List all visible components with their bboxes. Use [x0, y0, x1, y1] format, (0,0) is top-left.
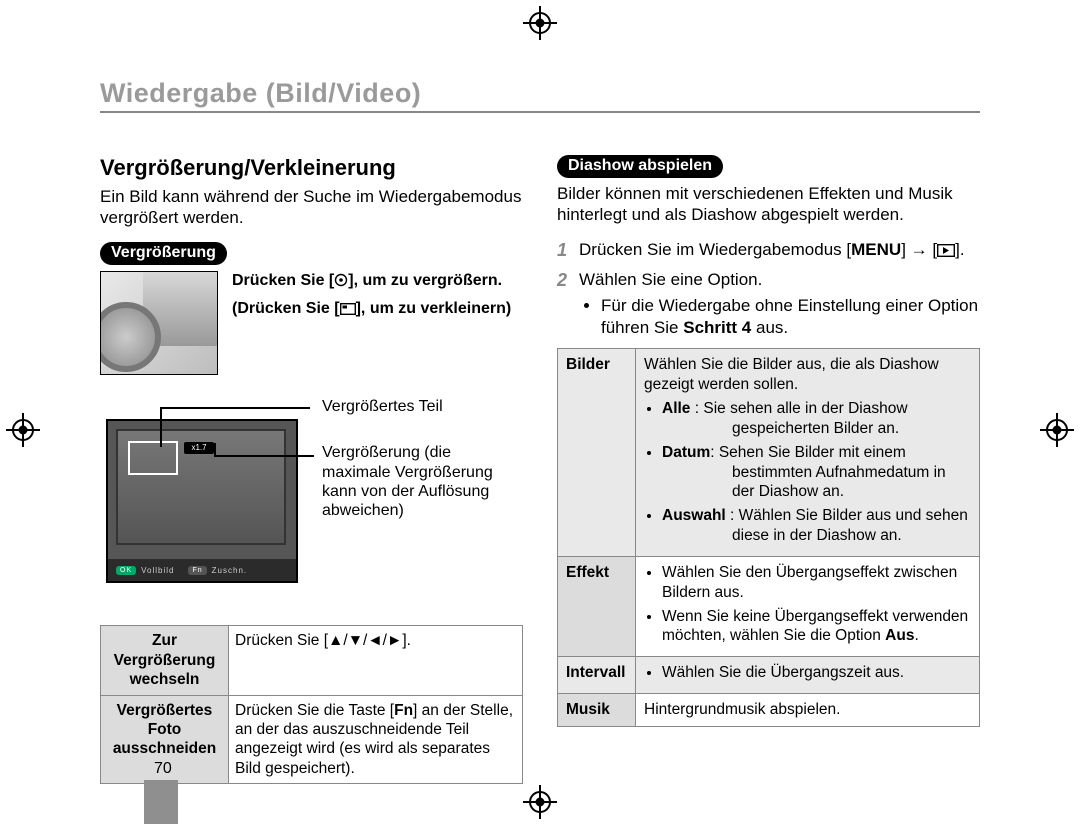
bilder-auswahl-v: : Wählen Sie Bilder aus und sehen diese … — [726, 507, 968, 544]
r1-suffix: ]. — [402, 632, 411, 649]
step2-sub-a: Für die Wiedergabe ohne Einstellung eine… — [601, 296, 978, 337]
target-icon — [334, 273, 348, 293]
pill-slideshow: Diashow abspielen — [557, 155, 723, 178]
opt-effekt-head: Effekt — [558, 556, 636, 656]
r2-a: Drücken Sie die Taste [ — [235, 702, 394, 719]
opt-musik-cell: Hintergrundmusik abspielen. — [636, 694, 980, 727]
dpad-arrows: ▲/▼/◄/► — [328, 632, 402, 649]
zoom-in-text-suffix: ], um zu vergrößern. — [348, 272, 502, 289]
step2-sub: Für die Wiedergabe ohne Einstellung eine… — [601, 295, 980, 339]
registration-mark-top — [523, 6, 557, 40]
effekt-b2-c: . — [914, 627, 918, 644]
zoom-diagram: x1.7 OK Vollbild Fn Zuschn. Vergrößertes… — [100, 393, 523, 615]
ok-key-label: OK — [116, 566, 136, 575]
effekt-b2-a: Wenn Sie keine Übergangseffekt verwenden… — [662, 608, 968, 645]
step2-text: Wählen Sie eine Option. — [579, 270, 762, 289]
section-tab — [144, 780, 178, 824]
registration-mark-right — [1040, 413, 1074, 447]
zoom-in-text-prefix: Drücken Sie [ — [232, 272, 334, 289]
bilder-datum-v: : Sehen Sie Bilder mit einem bestimmten … — [710, 444, 945, 501]
step1-c: ]. — [955, 240, 964, 259]
opt-bilder-cell: Wählen Sie die Bilder aus, die als Diash… — [636, 349, 980, 556]
zoom-badge: x1.7 — [184, 442, 214, 454]
opt-effekt-cell: Wählen Sie den Übergangseffekt zwischen … — [636, 556, 980, 656]
right-column: Diashow abspielen Bilder können mit vers… — [557, 155, 980, 784]
ok-action-label: Vollbild — [141, 566, 174, 575]
step1-a: Drücken Sie im Wiedergabemodus [ — [579, 240, 851, 259]
bilder-alle-k: Alle — [662, 400, 690, 417]
zoom-intro: Ein Bild kann während der Suche im Wiede… — [100, 187, 523, 228]
bilder-datum-k: Datum — [662, 444, 710, 461]
zoom-table-r1-cell: Drücken Sie [▲/▼/◄/►]. — [229, 626, 523, 695]
step2-sub-c: aus. — [751, 318, 788, 337]
step1-b: ] → [ — [901, 240, 937, 259]
registration-mark-bottom — [523, 785, 557, 819]
diagram-label-enlarged: Vergrößertes Teil — [322, 397, 512, 416]
opt-musik-head: Musik — [558, 694, 636, 727]
step2-sub-b: Schritt 4 — [683, 318, 751, 337]
r1-prefix: Drücken Sie [ — [235, 632, 328, 649]
fn-action-label: Zuschn. — [212, 566, 247, 575]
effekt-b2: Wenn Sie keine Übergangseffekt verwenden… — [662, 607, 971, 647]
bilder-auswahl-k: Auswahl — [662, 507, 726, 524]
page-header: Wiedergabe (Bild/Video) — [100, 78, 980, 113]
thumbnail-icon — [340, 301, 356, 321]
playback-menu-icon — [937, 241, 955, 263]
opt-intervall-cell: Wählen Sie die Übergangszeit aus. — [636, 657, 980, 694]
page-number: 70 — [154, 760, 172, 778]
zoom-out-text-prefix: (Drücken Sie [ — [232, 300, 340, 317]
left-column: Vergrößerung/Verkleinerung Ein Bild kann… — [100, 155, 523, 784]
effekt-b1: Wählen Sie den Übergangseffekt zwischen … — [662, 563, 971, 603]
diagram-label-ratio: Vergrößerung (die maximale Vergrößerung … — [322, 443, 522, 520]
zoom-table-r2-cell: Drücken Sie die Taste [Fn] an der Stelle… — [229, 695, 523, 784]
page-title: Wiedergabe (Bild/Video) — [100, 78, 980, 109]
slideshow-options-table: Bilder Wählen Sie die Bilder aus, die al… — [557, 348, 980, 726]
bilder-intro: Wählen Sie die Bilder aus, die als Diash… — [644, 355, 971, 395]
opt-bilder-head: Bilder — [558, 349, 636, 556]
step-2: 2 Wählen Sie eine Option. Für die Wieder… — [557, 269, 980, 338]
section-title-zoom: Vergrößerung/Verkleinerung — [100, 155, 523, 181]
fn-key-label: Fn — [188, 566, 206, 575]
camera-illustration — [100, 271, 218, 375]
slideshow-intro: Bilder können mit verschiedenen Effekten… — [557, 184, 980, 225]
step1-menu: MENU — [851, 240, 901, 259]
r2-fn: Fn — [394, 702, 413, 719]
screen-preview: x1.7 OK Vollbild Fn Zuschn. — [106, 419, 298, 583]
bilder-alle-v: : Sie sehen alle in der Diashow gespeich… — [690, 400, 907, 437]
registration-mark-left — [6, 413, 40, 447]
zoom-instructions: Drücken Sie [ ], um zu vergrößern. (Drück… — [232, 271, 511, 321]
step-1: 1 Drücken Sie im Wiedergabemodus [MENU] … — [557, 239, 980, 263]
intervall-v: Wählen Sie die Übergangszeit aus. — [662, 663, 971, 683]
pill-zoom: Vergrößerung — [100, 242, 227, 265]
opt-intervall-head: Intervall — [558, 657, 636, 694]
effekt-b2-b: Aus — [885, 627, 914, 644]
zoom-out-text-suffix: ], um zu verkleinern) — [356, 300, 512, 317]
zoom-table-r1-head: Zur Vergrößerung wechseln — [101, 626, 229, 695]
